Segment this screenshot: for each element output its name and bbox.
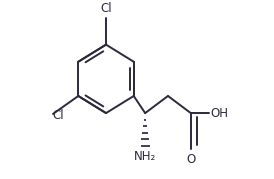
Text: OH: OH: [210, 107, 228, 120]
Text: O: O: [186, 153, 195, 166]
Text: Cl: Cl: [100, 2, 112, 15]
Text: NH₂: NH₂: [134, 150, 156, 163]
Text: Cl: Cl: [52, 109, 64, 122]
